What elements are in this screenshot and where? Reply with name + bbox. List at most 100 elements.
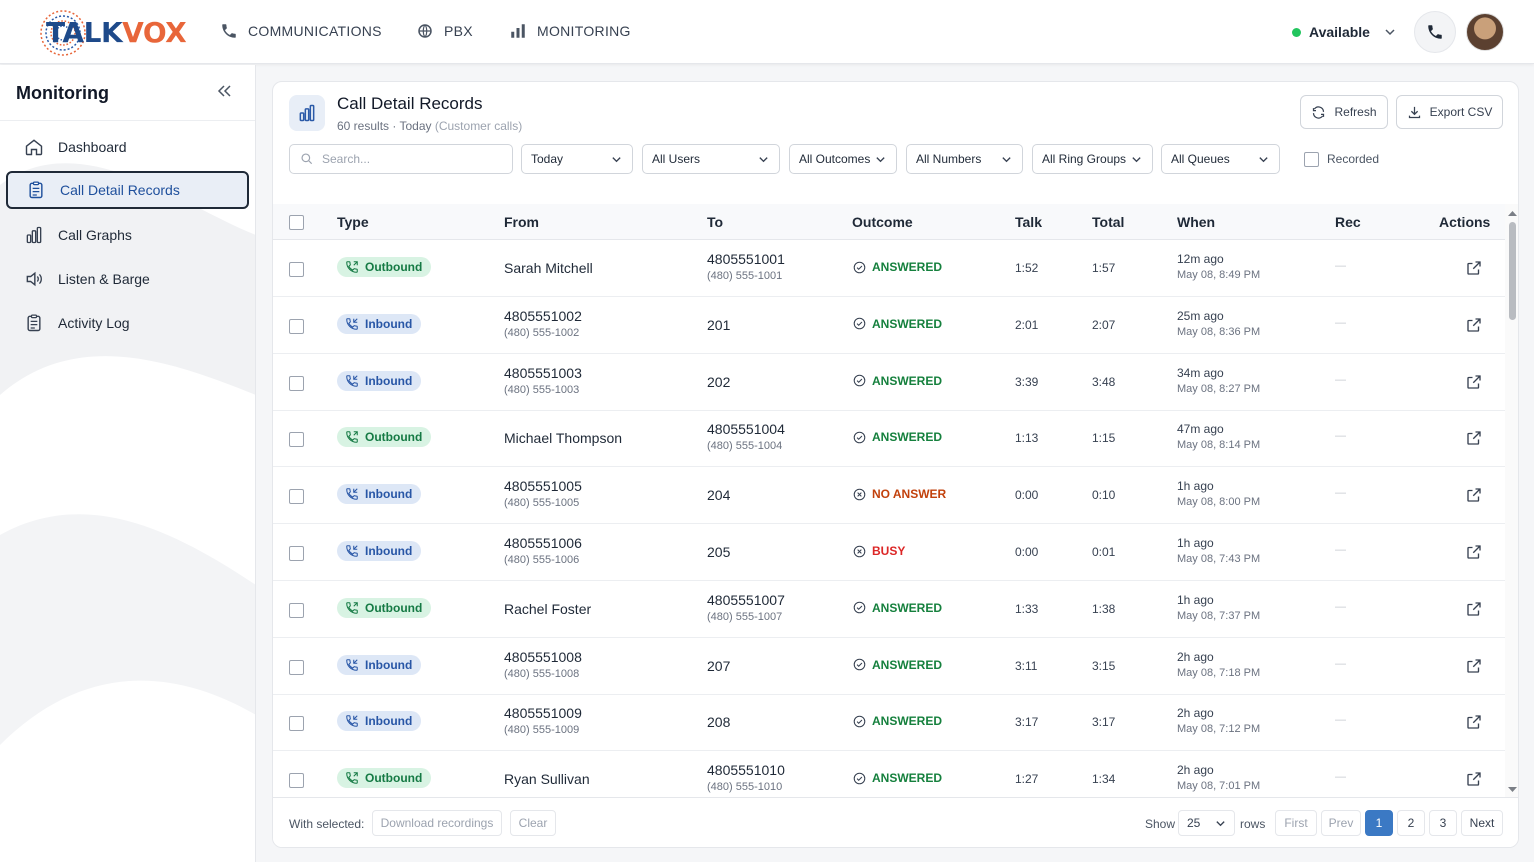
table-row[interactable]: Outbound Ryan Sullivan 4805551010 (480) 555… [273, 751, 1505, 797]
table-row[interactable]: Inbound 4805551005 (480) 555-1005 204 NO ANS… [273, 467, 1505, 525]
from-cell: Rachel Foster [504, 601, 591, 617]
page-3-button[interactable]: 3 [1429, 810, 1457, 836]
first-page-button[interactable]: First [1275, 810, 1317, 836]
page-size-select[interactable]: 25 [1178, 810, 1235, 836]
from-secondary: (480) 555-1005 [504, 497, 580, 510]
to-cell: 4805551001 (480) 555-1001 [707, 251, 785, 282]
date-filter-select[interactable]: Today [521, 144, 633, 174]
talk-duration: 2:01 [1015, 317, 1039, 332]
queues-filter-select[interactable]: All Queues [1161, 144, 1280, 174]
users-filter-select[interactable]: All Users [642, 144, 780, 174]
column-outcome[interactable]: Outcome [852, 214, 913, 230]
open-details-button[interactable] [1465, 600, 1483, 623]
table-row[interactable]: Outbound Sarah Mitchell 4805551001 (480) 55… [273, 240, 1505, 297]
clear-selection-button[interactable]: Clear [510, 810, 556, 836]
column-when[interactable]: When [1177, 214, 1216, 230]
column-type[interactable]: Type [337, 214, 369, 230]
sidebar-item-activity-log[interactable]: Activity Log [6, 304, 249, 342]
row-checkbox[interactable] [289, 716, 304, 732]
check-circle-icon [853, 772, 866, 784]
call-type-badge: Outbound [337, 427, 432, 448]
sidebar-item-call-graphs[interactable]: Call Graphs [6, 216, 249, 254]
open-details-button[interactable] [1465, 770, 1483, 793]
open-details-button[interactable] [1465, 373, 1483, 396]
row-checkbox[interactable] [289, 602, 304, 618]
nav-monitoring[interactable]: MONITORING [509, 22, 631, 40]
open-details-button[interactable] [1465, 316, 1483, 339]
numbers-filter-select[interactable]: All Numbers [906, 144, 1023, 174]
outcome-label: ANSWERED [872, 430, 943, 445]
row-checkbox[interactable] [289, 546, 304, 561]
to-primary: 4805551001 [707, 251, 785, 267]
outcomes-filter-select[interactable]: All Outcomes [789, 144, 897, 174]
check-circle-icon [853, 431, 866, 444]
sidebar-item-call-detail-records[interactable]: Call Detail Records [6, 171, 249, 209]
recorded-checkbox[interactable] [1304, 151, 1319, 167]
column-to[interactable]: To [707, 214, 724, 230]
table-row[interactable]: Inbound 4805551006 (480) 555-1006 205 BUSY 0:… [273, 524, 1505, 581]
row-checkbox[interactable] [289, 318, 304, 334]
column-talk[interactable]: Talk [1015, 214, 1042, 230]
scrollbar-thumb[interactable] [1509, 222, 1516, 320]
when-absolute: May 08, 8:14 PM [1177, 439, 1261, 452]
page-2-button[interactable]: 2 [1397, 810, 1425, 836]
talk-duration: 0:00 [1015, 488, 1039, 503]
open-details-button[interactable] [1465, 657, 1483, 680]
nav-pbx[interactable]: PBX [416, 22, 473, 40]
chevron-down-icon [1132, 156, 1141, 162]
open-details-button[interactable] [1465, 713, 1483, 736]
sidebar-item-dashboard[interactable]: Dashboard [6, 128, 249, 166]
page-1-button[interactable]: 1 [1365, 810, 1393, 836]
sidebar-item-listen-barge[interactable]: Listen & Barge [6, 260, 249, 298]
phone-icon [1428, 25, 1442, 39]
user-avatar[interactable] [1466, 13, 1504, 51]
call-type-label: Inbound [365, 714, 413, 729]
table-row[interactable]: Inbound 4805551002 (480) 555-1002 201 ANSWER… [273, 297, 1505, 354]
row-checkbox[interactable] [289, 489, 304, 505]
open-details-button[interactable] [1465, 259, 1483, 282]
availability-dropdown[interactable]: Available [1292, 24, 1396, 40]
talkvox-logo[interactable]: TALKVOX [36, 6, 187, 58]
recorded-label: Recorded [1327, 152, 1380, 166]
refresh-label: Refresh [1334, 105, 1377, 119]
column-from[interactable]: From [504, 214, 539, 230]
clear-selection-label: Clear [518, 816, 548, 830]
clipboard-icon [27, 314, 41, 332]
refresh-button[interactable]: Refresh [1300, 95, 1388, 129]
table-row[interactable]: Outbound Rachel Foster 4805551007 (480) 555… [273, 581, 1505, 638]
row-checkbox[interactable] [289, 262, 304, 277]
row-checkbox[interactable] [289, 375, 304, 391]
row-checkbox[interactable] [289, 773, 304, 789]
when-absolute: May 08, 7:01 PM [1177, 780, 1261, 793]
when-cell: 47m ago May 08, 8:14 PM [1177, 422, 1260, 451]
table-row[interactable]: Inbound 4805551003 (480) 555-1003 202 ANSWER… [273, 354, 1505, 411]
table-scrollbar[interactable] [1505, 204, 1518, 797]
table-row[interactable]: Inbound 4805551009 (480) 555-1009 208 ANSWER… [273, 694, 1505, 752]
collapse-sidebar-button[interactable] [216, 83, 232, 104]
download-recordings-button[interactable]: Download recordings [372, 810, 502, 836]
when-relative: 1h ago [1177, 536, 1214, 550]
open-details-button[interactable] [1465, 429, 1483, 452]
table-row[interactable]: Outbound Michael Thompson 4805551004 (480) … [273, 410, 1505, 468]
softphone-button[interactable] [1414, 11, 1456, 53]
outcome-status: ANSWERED [853, 714, 942, 728]
table-row[interactable]: Inbound 4805551008 (480) 555-1008 207 ANSWER… [273, 638, 1505, 695]
row-checkbox[interactable] [289, 659, 304, 675]
nav-communications[interactable]: COMMUNICATIONS [220, 22, 382, 40]
check-circle-icon [853, 317, 866, 330]
select-all-checkbox[interactable] [289, 215, 304, 230]
recorded-filter[interactable]: Recorded [1304, 144, 1379, 174]
export-csv-button[interactable]: Export CSV [1396, 95, 1503, 129]
call-type-label: Outbound [365, 600, 423, 615]
column-total[interactable]: Total [1092, 214, 1125, 230]
open-details-button[interactable] [1465, 543, 1483, 566]
when-relative: 2h ago [1177, 649, 1214, 664]
ring-groups-filter-select[interactable]: All Ring Groups [1032, 144, 1153, 174]
when-cell: 2h ago May 08, 7:01 PM [1177, 763, 1260, 792]
next-page-button[interactable]: Next [1461, 810, 1503, 836]
row-checkbox[interactable] [289, 432, 304, 448]
chevron-down-icon [1002, 156, 1011, 162]
search-input[interactable]: Search... [289, 144, 513, 174]
open-details-button[interactable] [1465, 486, 1483, 509]
prev-page-button[interactable]: Prev [1321, 810, 1361, 836]
